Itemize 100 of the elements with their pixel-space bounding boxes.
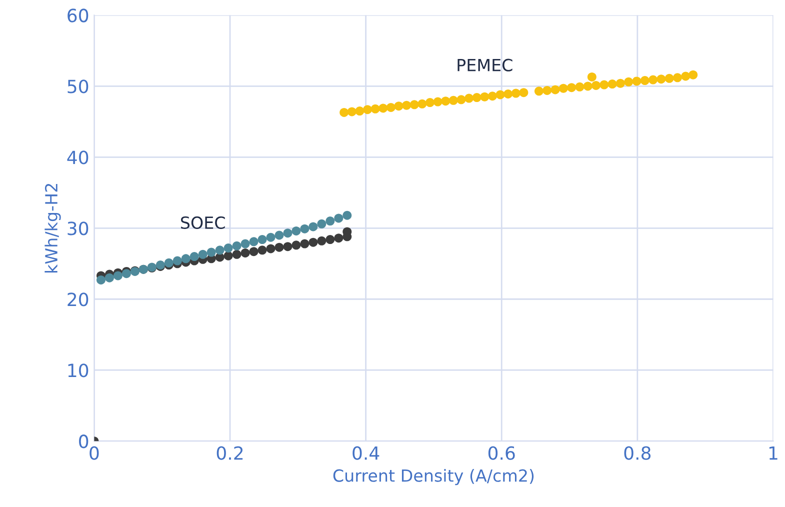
point bbox=[575, 82, 584, 92]
x-axis-title: Current Density (A/cm2) bbox=[333, 468, 534, 486]
x-tick-label: 1 bbox=[769, 446, 778, 460]
point bbox=[308, 238, 318, 247]
series-label: PEMEC bbox=[458, 58, 512, 72]
point bbox=[600, 80, 609, 90]
point bbox=[326, 235, 335, 244]
point bbox=[441, 96, 450, 106]
point bbox=[104, 273, 114, 282]
y-tick-label: 40 bbox=[67, 150, 88, 164]
point bbox=[433, 97, 442, 106]
point bbox=[300, 224, 310, 234]
x-tick-label: 0.8 bbox=[624, 446, 651, 460]
point bbox=[206, 248, 216, 257]
point bbox=[640, 76, 650, 86]
point bbox=[113, 271, 122, 280]
x-tick-label: 0 bbox=[90, 446, 99, 460]
x-tick-label: 0.6 bbox=[488, 446, 515, 460]
point bbox=[326, 216, 335, 226]
point bbox=[258, 246, 267, 255]
point bbox=[519, 88, 528, 98]
y-axis-title: kWh/kg-H2 bbox=[44, 184, 61, 272]
point bbox=[363, 105, 372, 114]
point bbox=[224, 251, 233, 260]
point bbox=[249, 247, 258, 256]
point bbox=[96, 275, 106, 284]
point bbox=[394, 102, 404, 111]
point bbox=[249, 237, 258, 246]
point bbox=[511, 88, 520, 98]
x-tick-label: 0.4 bbox=[352, 446, 380, 460]
point bbox=[370, 104, 380, 114]
point bbox=[240, 239, 250, 248]
point bbox=[274, 230, 284, 240]
point bbox=[480, 92, 490, 102]
point bbox=[378, 104, 388, 113]
point bbox=[410, 100, 419, 110]
point bbox=[464, 94, 474, 103]
point bbox=[496, 90, 505, 100]
x-tick-label: 0.2 bbox=[216, 446, 243, 460]
point bbox=[550, 85, 560, 94]
point bbox=[232, 250, 242, 259]
point bbox=[292, 226, 301, 236]
point bbox=[283, 228, 292, 238]
point bbox=[240, 248, 250, 258]
point bbox=[198, 250, 208, 259]
point bbox=[190, 252, 199, 262]
point bbox=[334, 234, 344, 243]
point bbox=[456, 95, 466, 104]
point bbox=[681, 72, 690, 81]
y-tick-label: 10 bbox=[68, 364, 88, 378]
point bbox=[534, 86, 544, 96]
point bbox=[172, 256, 182, 266]
point bbox=[347, 107, 356, 116]
point bbox=[334, 214, 344, 223]
point bbox=[308, 222, 318, 232]
point bbox=[300, 239, 310, 248]
y-tick-label: 60 bbox=[68, 8, 88, 22]
point bbox=[215, 246, 224, 255]
point bbox=[624, 77, 634, 86]
point bbox=[472, 93, 482, 102]
point bbox=[355, 106, 364, 116]
point bbox=[592, 80, 600, 90]
point bbox=[317, 236, 326, 246]
point bbox=[342, 210, 352, 220]
point bbox=[266, 232, 276, 242]
point bbox=[448, 96, 458, 105]
point bbox=[608, 80, 617, 89]
point bbox=[425, 98, 434, 108]
point bbox=[558, 84, 568, 93]
y-tick-label: 30 bbox=[68, 222, 88, 236]
point bbox=[583, 82, 592, 91]
point bbox=[656, 74, 666, 84]
point bbox=[418, 99, 427, 108]
point bbox=[224, 244, 233, 253]
point bbox=[386, 102, 396, 112]
point bbox=[232, 241, 242, 250]
point bbox=[672, 73, 682, 82]
point bbox=[164, 258, 174, 268]
point bbox=[317, 219, 326, 228]
point bbox=[283, 242, 292, 252]
point bbox=[567, 83, 576, 92]
series-label: SOEC bbox=[181, 216, 225, 229]
point bbox=[181, 254, 190, 264]
point bbox=[632, 76, 642, 86]
point bbox=[648, 75, 658, 84]
point bbox=[587, 72, 596, 82]
y-tick-label: 0 bbox=[79, 434, 88, 448]
point bbox=[488, 92, 497, 101]
point bbox=[616, 78, 625, 88]
point bbox=[504, 89, 513, 98]
point bbox=[122, 269, 131, 278]
point bbox=[688, 70, 698, 80]
point bbox=[402, 100, 412, 110]
y-tick-label: 50 bbox=[68, 80, 88, 94]
point bbox=[664, 74, 674, 83]
point bbox=[266, 244, 276, 254]
y-tick-label: 20 bbox=[68, 292, 88, 306]
point bbox=[292, 240, 301, 250]
point bbox=[258, 235, 267, 244]
point bbox=[542, 86, 552, 95]
